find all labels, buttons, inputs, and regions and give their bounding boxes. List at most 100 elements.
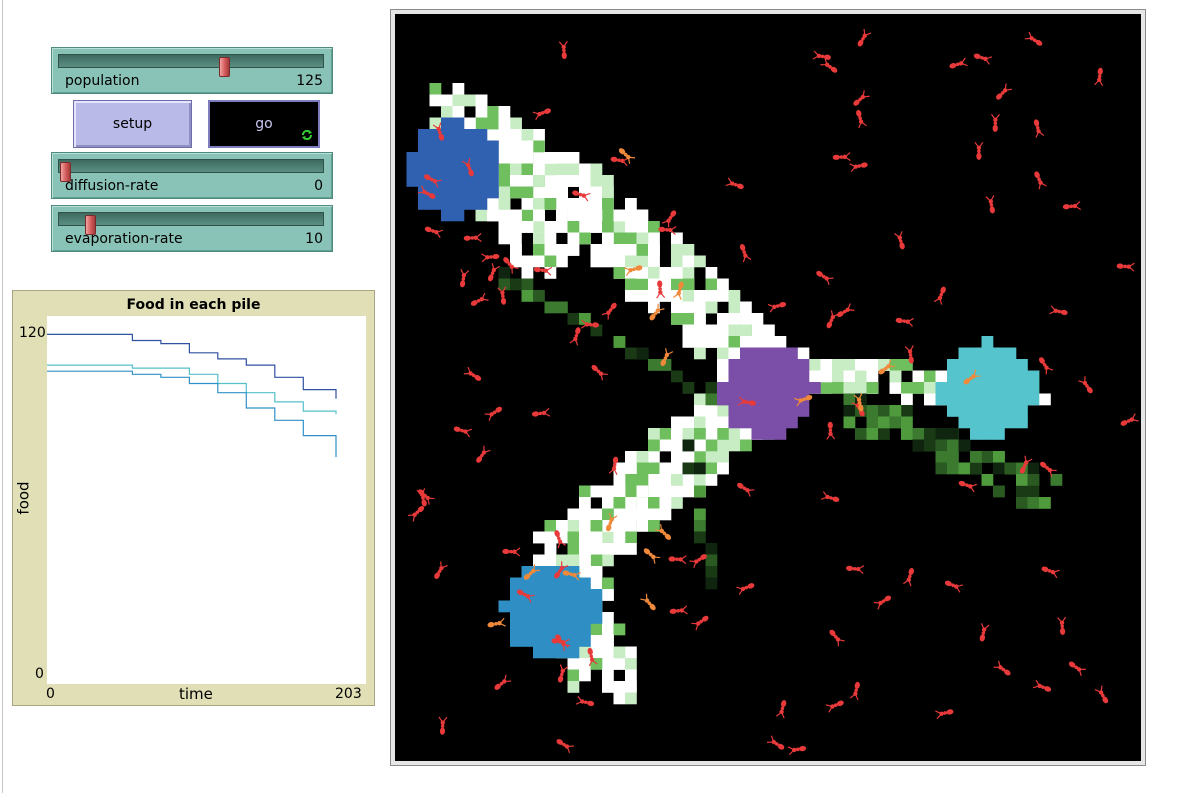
pheromone-patch (521, 186, 534, 199)
pheromone-patch (694, 520, 706, 532)
pheromone-patch (717, 359, 729, 371)
pheromone-patch (648, 278, 660, 291)
pheromone-patch (901, 359, 913, 371)
nest-patch (728, 393, 741, 406)
pheromone-patch (579, 646, 591, 659)
nest-patch (763, 405, 775, 417)
ant-icon (1040, 461, 1057, 477)
pheromone-patch (452, 94, 465, 107)
food-patch (429, 129, 442, 141)
pheromone-patch (682, 451, 695, 463)
ant-icon (438, 716, 448, 735)
slider-track[interactable] (58, 159, 324, 182)
ant-icon (423, 174, 442, 188)
plot-area (47, 316, 366, 684)
ant-icon (689, 554, 707, 569)
pheromone-patch (671, 462, 683, 475)
setup-button[interactable]: setup (73, 100, 192, 148)
pheromone-patch (636, 244, 649, 256)
food-patch (452, 129, 465, 141)
food-patch (475, 129, 488, 141)
ant-icon (737, 396, 757, 406)
pheromone-patch (625, 221, 637, 233)
evaporation-rate-slider[interactable]: evaporation-rate 10 (51, 205, 333, 252)
nest-patch (751, 405, 764, 417)
pheromone-patch (544, 163, 557, 176)
pheromone-patch (705, 439, 718, 452)
food-plot[interactable]: Food in each pile 120 0 food 0 203 time (12, 290, 375, 706)
pheromone-patch (694, 324, 706, 337)
nest-patch (740, 416, 752, 429)
pheromone-patch (717, 324, 729, 337)
ant-icon (873, 595, 892, 610)
pheromone-patch (625, 290, 637, 302)
pheromone-patch (521, 140, 534, 153)
pheromone-patch (579, 232, 591, 245)
food-patch (464, 140, 476, 153)
world-view[interactable] (395, 14, 1141, 761)
food-patch (958, 347, 971, 360)
pheromone-patch (636, 347, 649, 360)
food-patch (1016, 405, 1028, 417)
pheromone-patch (705, 416, 718, 429)
pheromone-patch (901, 405, 913, 417)
pheromone-patch (544, 520, 557, 532)
pheromone-patch (533, 198, 545, 210)
go-button[interactable]: go (208, 100, 320, 148)
pheromone-patch (1027, 497, 1040, 509)
pheromone-patch (567, 163, 580, 176)
ant-icon (502, 547, 521, 557)
pheromone-patch (590, 163, 603, 176)
food-patch (544, 589, 557, 601)
slider-knob[interactable] (60, 162, 71, 182)
pheromone-patch (625, 198, 637, 210)
pheromone-patch (682, 474, 695, 486)
pheromone-patch (671, 416, 683, 429)
slider-track[interactable] (58, 212, 324, 235)
ant-icon (963, 369, 981, 385)
pheromone-patch (694, 347, 706, 360)
food-patch (510, 577, 522, 590)
nest-patch (797, 370, 810, 383)
pheromone-patch (636, 255, 649, 268)
pheromone-patch (487, 209, 499, 222)
pheromone-patch (567, 175, 580, 187)
population-slider[interactable]: population 125 (51, 47, 333, 94)
pheromone-patch (866, 405, 879, 417)
ant-icon (476, 445, 491, 463)
slider-track[interactable] (58, 54, 324, 77)
nest-patch (717, 382, 729, 394)
pheromone-patch (625, 451, 637, 463)
pheromone-patch (567, 152, 580, 164)
pheromone-patch (590, 244, 603, 256)
pheromone-patch (820, 382, 833, 394)
pheromone-patch (648, 508, 660, 521)
ant-icon (979, 623, 990, 642)
pheromone-patch (682, 255, 695, 268)
diffusion-rate-slider[interactable]: diffusion-rate 0 (51, 152, 333, 199)
nest-patch (728, 370, 741, 383)
ant-icon (533, 266, 553, 276)
pheromone-patch (659, 267, 672, 279)
slider-knob[interactable] (218, 57, 230, 77)
nest-patch (774, 359, 787, 371)
pheromone-patch (590, 554, 603, 567)
food-patch (441, 186, 453, 199)
food-patch (406, 152, 419, 164)
ant-icon (608, 456, 619, 476)
ant-icon (417, 185, 436, 199)
slider-value: 10 (305, 231, 323, 247)
pheromone-patch (567, 520, 580, 532)
food-patch (567, 612, 580, 624)
ant-icon (580, 319, 600, 329)
pheromone-patch (510, 244, 522, 256)
ant-icon (1068, 661, 1086, 676)
slider-knob[interactable] (85, 215, 97, 235)
food-patch (441, 175, 453, 187)
ant-icon (1094, 67, 1104, 87)
food-patch (429, 198, 442, 210)
food-patch (579, 577, 591, 590)
ant-icon (661, 210, 677, 228)
nest-patch (774, 382, 787, 394)
x-min-tick: 0 (46, 686, 55, 702)
